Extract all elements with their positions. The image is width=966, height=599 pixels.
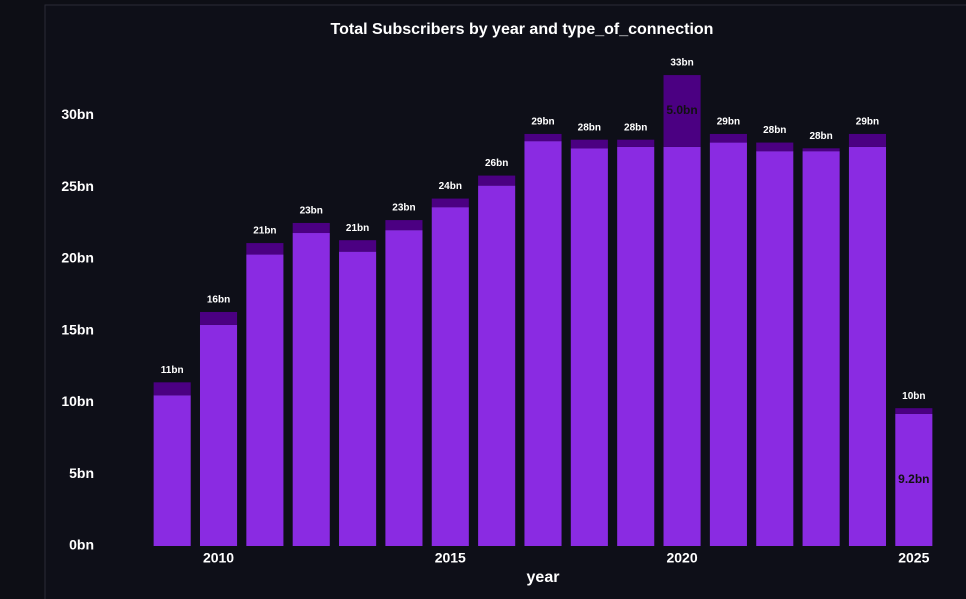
- bar-segment: [339, 251, 377, 546]
- total-label: 21bn: [253, 226, 276, 237]
- total-label: 11bn: [161, 365, 184, 376]
- bar-segment: [478, 175, 516, 186]
- value-label: 9.2bn: [898, 472, 929, 486]
- bar-segment: [385, 220, 423, 231]
- y-tick-label: 0bn: [69, 537, 94, 553]
- bar-segment: [246, 254, 284, 547]
- bar-segment: [524, 133, 562, 142]
- total-label: 29bn: [531, 117, 554, 128]
- bar-segment: [895, 413, 933, 546]
- total-label: 16bn: [207, 295, 230, 306]
- total-label: 24bn: [439, 181, 462, 192]
- bar-segment: [756, 151, 794, 546]
- bar-segment: [848, 133, 887, 147]
- bar-segment: [663, 75, 701, 147]
- value-label: 5.0bn: [666, 103, 697, 117]
- total-label: 28bn: [624, 122, 647, 133]
- bar-segment: [292, 233, 330, 546]
- bar-segment: [339, 240, 377, 252]
- bar-segment: [617, 139, 655, 147]
- bar-segment: [199, 311, 238, 325]
- bar-segment: [385, 230, 423, 546]
- x-tick-label: 2010: [203, 550, 234, 566]
- bar-segment: [570, 148, 608, 547]
- total-label: 28bn: [809, 131, 832, 142]
- bar-segment: [617, 146, 655, 546]
- x-tick-label: 2020: [666, 550, 697, 566]
- x-tick-label: 2025: [898, 550, 929, 566]
- y-tick-label: 10bn: [61, 393, 94, 409]
- bar-segment: [895, 408, 933, 414]
- total-label: 29bn: [717, 117, 740, 128]
- y-tick-label: 15bn: [61, 321, 94, 337]
- y-tick-label: 20bn: [61, 250, 94, 266]
- bar-segment: [431, 198, 469, 208]
- bar-segment: [802, 151, 840, 546]
- total-label: 23bn: [392, 203, 415, 214]
- y-tick-label: 25bn: [61, 178, 94, 194]
- bar-segment: [431, 207, 469, 546]
- total-label: 29bn: [856, 117, 879, 128]
- total-label: 21bn: [346, 223, 369, 234]
- bar-segment: [848, 146, 887, 546]
- bar-segment: [709, 133, 747, 143]
- bar-segment: [292, 222, 330, 234]
- x-tick-label: 2015: [435, 550, 466, 566]
- total-label: 26bn: [485, 158, 508, 169]
- bar-segment: [663, 146, 701, 546]
- bar-segment: [709, 142, 747, 547]
- bar-segment: [153, 395, 191, 546]
- bar-segment: [478, 185, 516, 546]
- x-axis-label: year: [527, 569, 560, 586]
- bar-segment: [802, 148, 840, 152]
- total-label: 10bn: [902, 391, 925, 402]
- bar-segment: [153, 382, 191, 396]
- total-label: 33bn: [670, 58, 693, 69]
- y-tick-label: 30bn: [61, 106, 94, 122]
- y-tick-label: 5bn: [69, 465, 94, 481]
- bar-segment: [524, 141, 562, 546]
- total-label: 28bn: [578, 122, 601, 133]
- total-label: 28bn: [763, 125, 786, 136]
- bar-segment: [570, 139, 608, 149]
- bar-segment: [246, 243, 284, 255]
- total-label: 23bn: [300, 206, 323, 217]
- chart-title: Total Subscribers by year and type_of_co…: [331, 21, 714, 38]
- bar-segment: [199, 324, 238, 546]
- bar-segment: [756, 142, 794, 152]
